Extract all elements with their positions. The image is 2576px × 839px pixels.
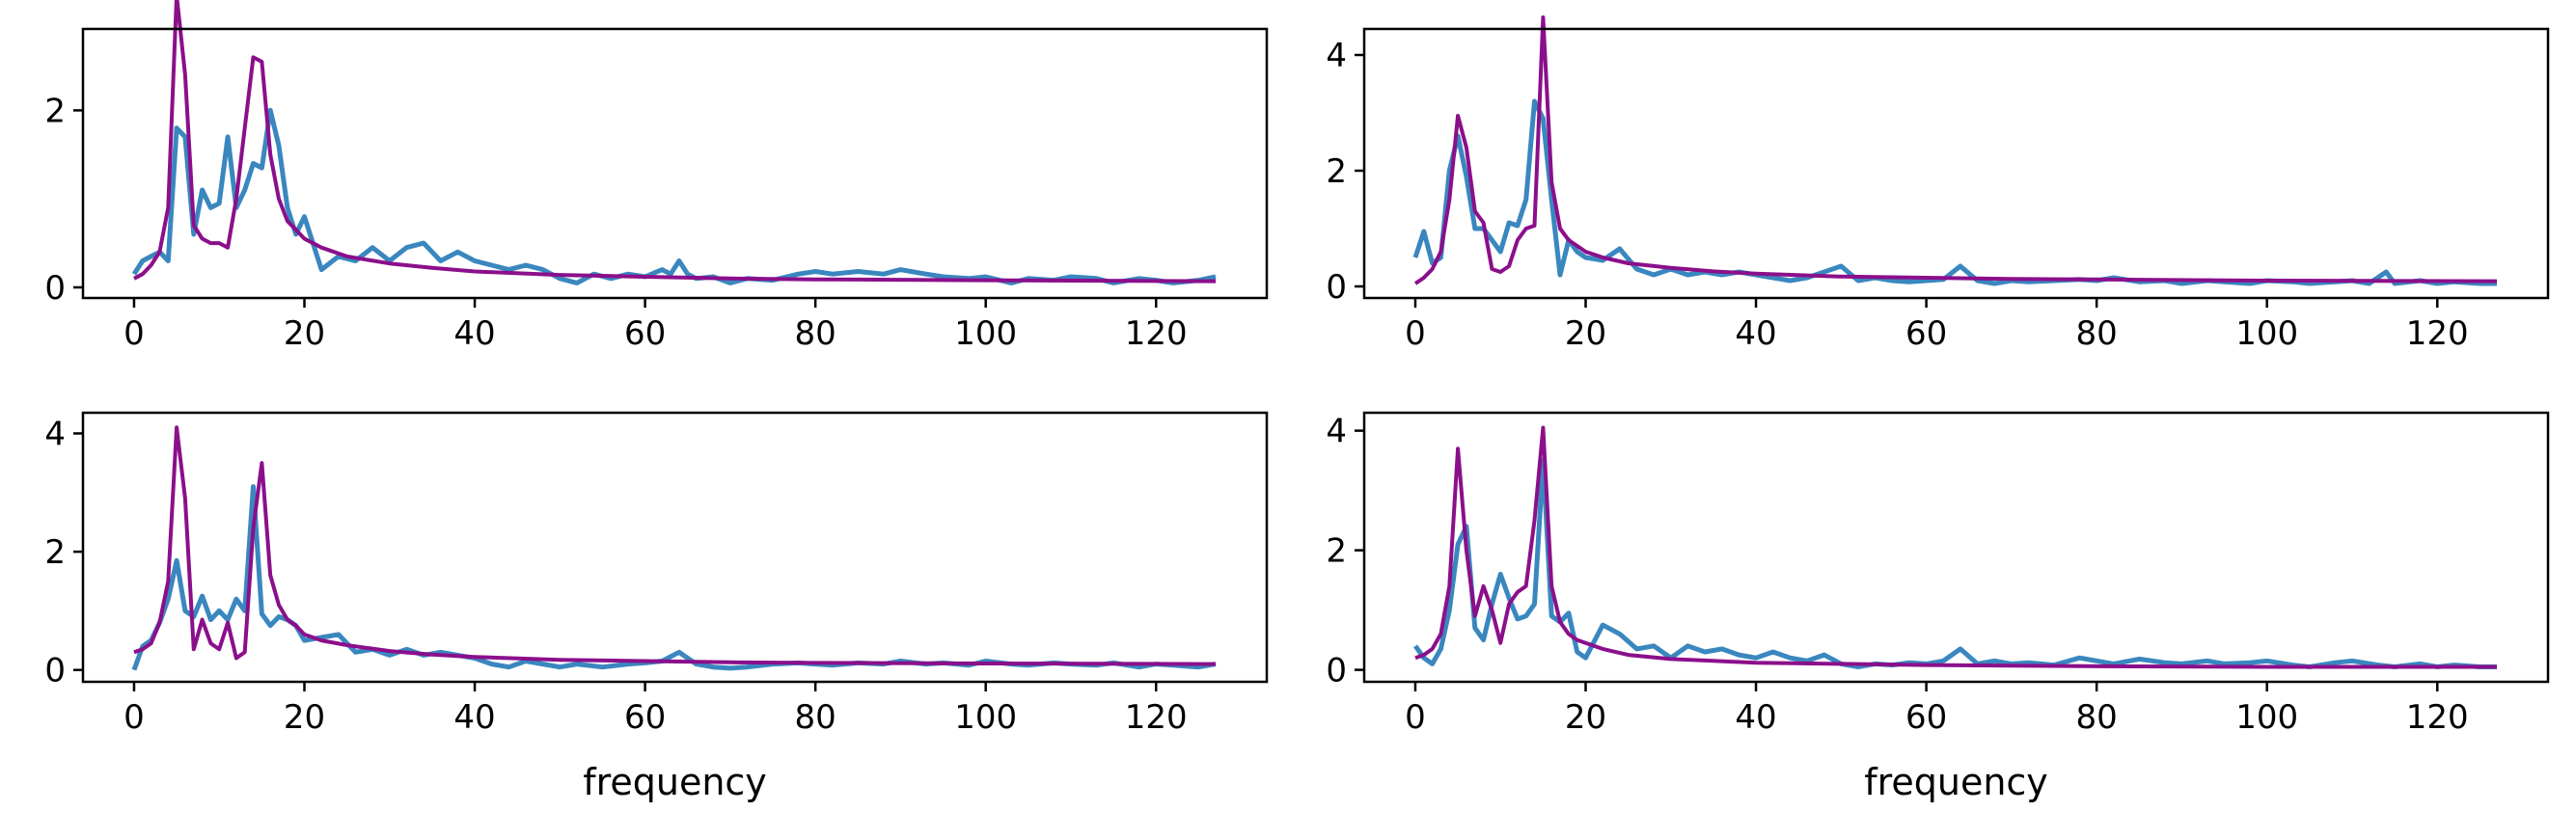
x-tick-label: 0: [1405, 698, 1426, 737]
x-tick-label: 60: [1905, 314, 1947, 353]
axes-frame: [1362, 27, 2550, 300]
x-tick-label: 80: [2076, 314, 2118, 353]
y-tick-label: 0: [1326, 268, 1347, 307]
x-tick-label: 0: [123, 314, 145, 353]
x-tick-label: 100: [954, 698, 1017, 737]
axes-frame: [81, 27, 1269, 300]
series-line-purple: [133, 0, 1217, 284]
x-tick-label: 120: [1125, 314, 1188, 353]
x-tick-label: 40: [1735, 314, 1776, 353]
x-tick-label: 40: [453, 314, 495, 353]
series-line-blue: [131, 107, 1217, 285]
x-tick-label: 100: [954, 314, 1017, 353]
x-tick-label: 40: [453, 698, 495, 737]
y-tick-label: 2: [44, 92, 66, 130]
axes-frame: [81, 411, 1269, 684]
x-tick-label: 60: [624, 698, 666, 737]
x-tick-label: 60: [624, 314, 666, 353]
x-tick-label: 80: [795, 698, 836, 737]
series-line-purple: [1414, 425, 2497, 669]
subplot-4: 0 20 40 60 80 100 120 0 2 4 frequency: [1326, 411, 2550, 803]
series-line-purple: [1413, 15, 2498, 285]
x-tick-label: 40: [1735, 698, 1776, 737]
x-tick-label: 120: [2406, 314, 2469, 353]
x-tick-label: 80: [2076, 698, 2118, 737]
x-tick-label: 0: [1405, 314, 1426, 353]
x-axis-label: frequency: [1864, 761, 2048, 803]
axes-frame: [1362, 411, 2550, 684]
x-tick-label: 60: [1905, 698, 1947, 737]
subplot-3: 0 20 40 60 80 100 120 0 2 4 frequency: [44, 411, 1269, 803]
x-tick-label: 20: [284, 698, 325, 737]
x-tick-label: 0: [123, 698, 145, 737]
y-tick-label: 4: [1326, 37, 1347, 75]
series-line-blue: [1412, 98, 2497, 286]
series-line-blue: [1412, 458, 2497, 669]
x-tick-label: 100: [2235, 698, 2298, 737]
x-tick-label: 20: [1565, 314, 1606, 353]
y-tick-label: 2: [1326, 532, 1347, 571]
y-tick-label: 2: [44, 533, 66, 572]
x-tick-label: 20: [284, 314, 325, 353]
y-tick-label: 0: [44, 652, 66, 690]
subplot-2: 0 20 40 60 80 100 120 0 2 4: [1326, 15, 2550, 353]
x-tick-label: 120: [1125, 698, 1188, 737]
x-tick-label: 120: [2406, 698, 2469, 737]
x-tick-label: 100: [2235, 314, 2298, 353]
y-tick-label: 2: [1326, 152, 1347, 191]
x-tick-label: 20: [1565, 698, 1606, 737]
series-line-blue: [131, 484, 1217, 671]
x-tick-label: 80: [795, 314, 836, 353]
y-tick-label: 4: [1326, 413, 1347, 451]
subplot-1: 0 20 40 60 80 100 120 0 2: [44, 0, 1269, 353]
y-tick-label: 0: [44, 269, 66, 308]
series-line-purple: [133, 425, 1217, 666]
x-axis-label: frequency: [583, 761, 767, 803]
y-tick-label: 4: [44, 415, 66, 453]
y-tick-label: 0: [1326, 652, 1347, 690]
